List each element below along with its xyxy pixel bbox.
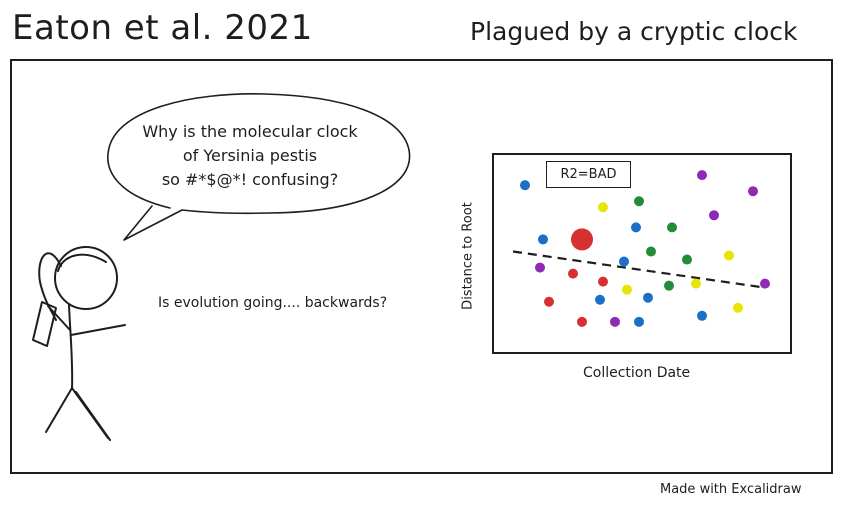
comic-panel	[10, 59, 833, 474]
data-point	[610, 316, 620, 327]
figure-ponytail	[38, 252, 62, 321]
speech-line: Why is the molecular clock	[142, 122, 358, 141]
figure-hair	[57, 253, 107, 272]
data-point	[760, 278, 770, 289]
thought-caption: Is evolution going.... backwards?	[158, 295, 388, 311]
figure-leg-left	[45, 387, 73, 433]
data-point	[535, 262, 545, 273]
data-point	[622, 284, 632, 295]
data-point	[520, 180, 530, 191]
figure-arm-right	[70, 324, 126, 336]
stick-figure	[32, 246, 126, 441]
page-title: Eaton et al. 2021	[12, 8, 313, 48]
data-point	[643, 292, 653, 303]
data-point	[571, 228, 593, 251]
data-point	[577, 316, 587, 327]
data-point	[634, 316, 644, 327]
speech-line: of Yersinia pestis	[182, 146, 318, 165]
phone-icon	[32, 301, 57, 347]
figure-body	[68, 304, 74, 389]
data-point	[709, 210, 719, 221]
data-point	[631, 222, 641, 233]
data-point	[634, 196, 644, 207]
data-point	[697, 310, 707, 321]
data-point	[619, 256, 629, 267]
data-point	[667, 222, 677, 233]
figure-leg-right-shadow	[75, 391, 111, 441]
y-axis-label: Distance to Root	[460, 202, 476, 310]
scatter-plot	[512, 170, 770, 327]
data-point	[691, 278, 701, 289]
chart-frame	[492, 153, 792, 354]
data-point	[733, 302, 743, 313]
data-point	[568, 268, 578, 279]
data-point	[598, 276, 608, 287]
data-point	[544, 296, 554, 307]
data-point	[538, 234, 548, 245]
figure-head	[54, 246, 118, 310]
credit-text: Made with Excalidraw	[660, 482, 802, 497]
data-point	[646, 246, 656, 257]
data-point	[595, 294, 605, 305]
data-point	[664, 280, 674, 291]
speech-line: so #*$@*! confusing?	[161, 170, 339, 189]
data-point	[748, 186, 758, 197]
page-subtitle: Plagued by a cryptic clock	[470, 17, 798, 46]
trend-line	[512, 250, 766, 289]
r2-annotation: R2=BAD	[546, 161, 631, 188]
data-point	[598, 202, 608, 213]
data-point	[697, 170, 707, 181]
figure-arm-left	[47, 305, 71, 331]
data-point	[682, 254, 692, 265]
speech-bubble	[107, 93, 411, 241]
speech-text: Why is the molecular clock of Yersinia p…	[125, 120, 375, 192]
x-axis-label: Collection Date	[583, 365, 691, 381]
data-point	[724, 250, 734, 261]
